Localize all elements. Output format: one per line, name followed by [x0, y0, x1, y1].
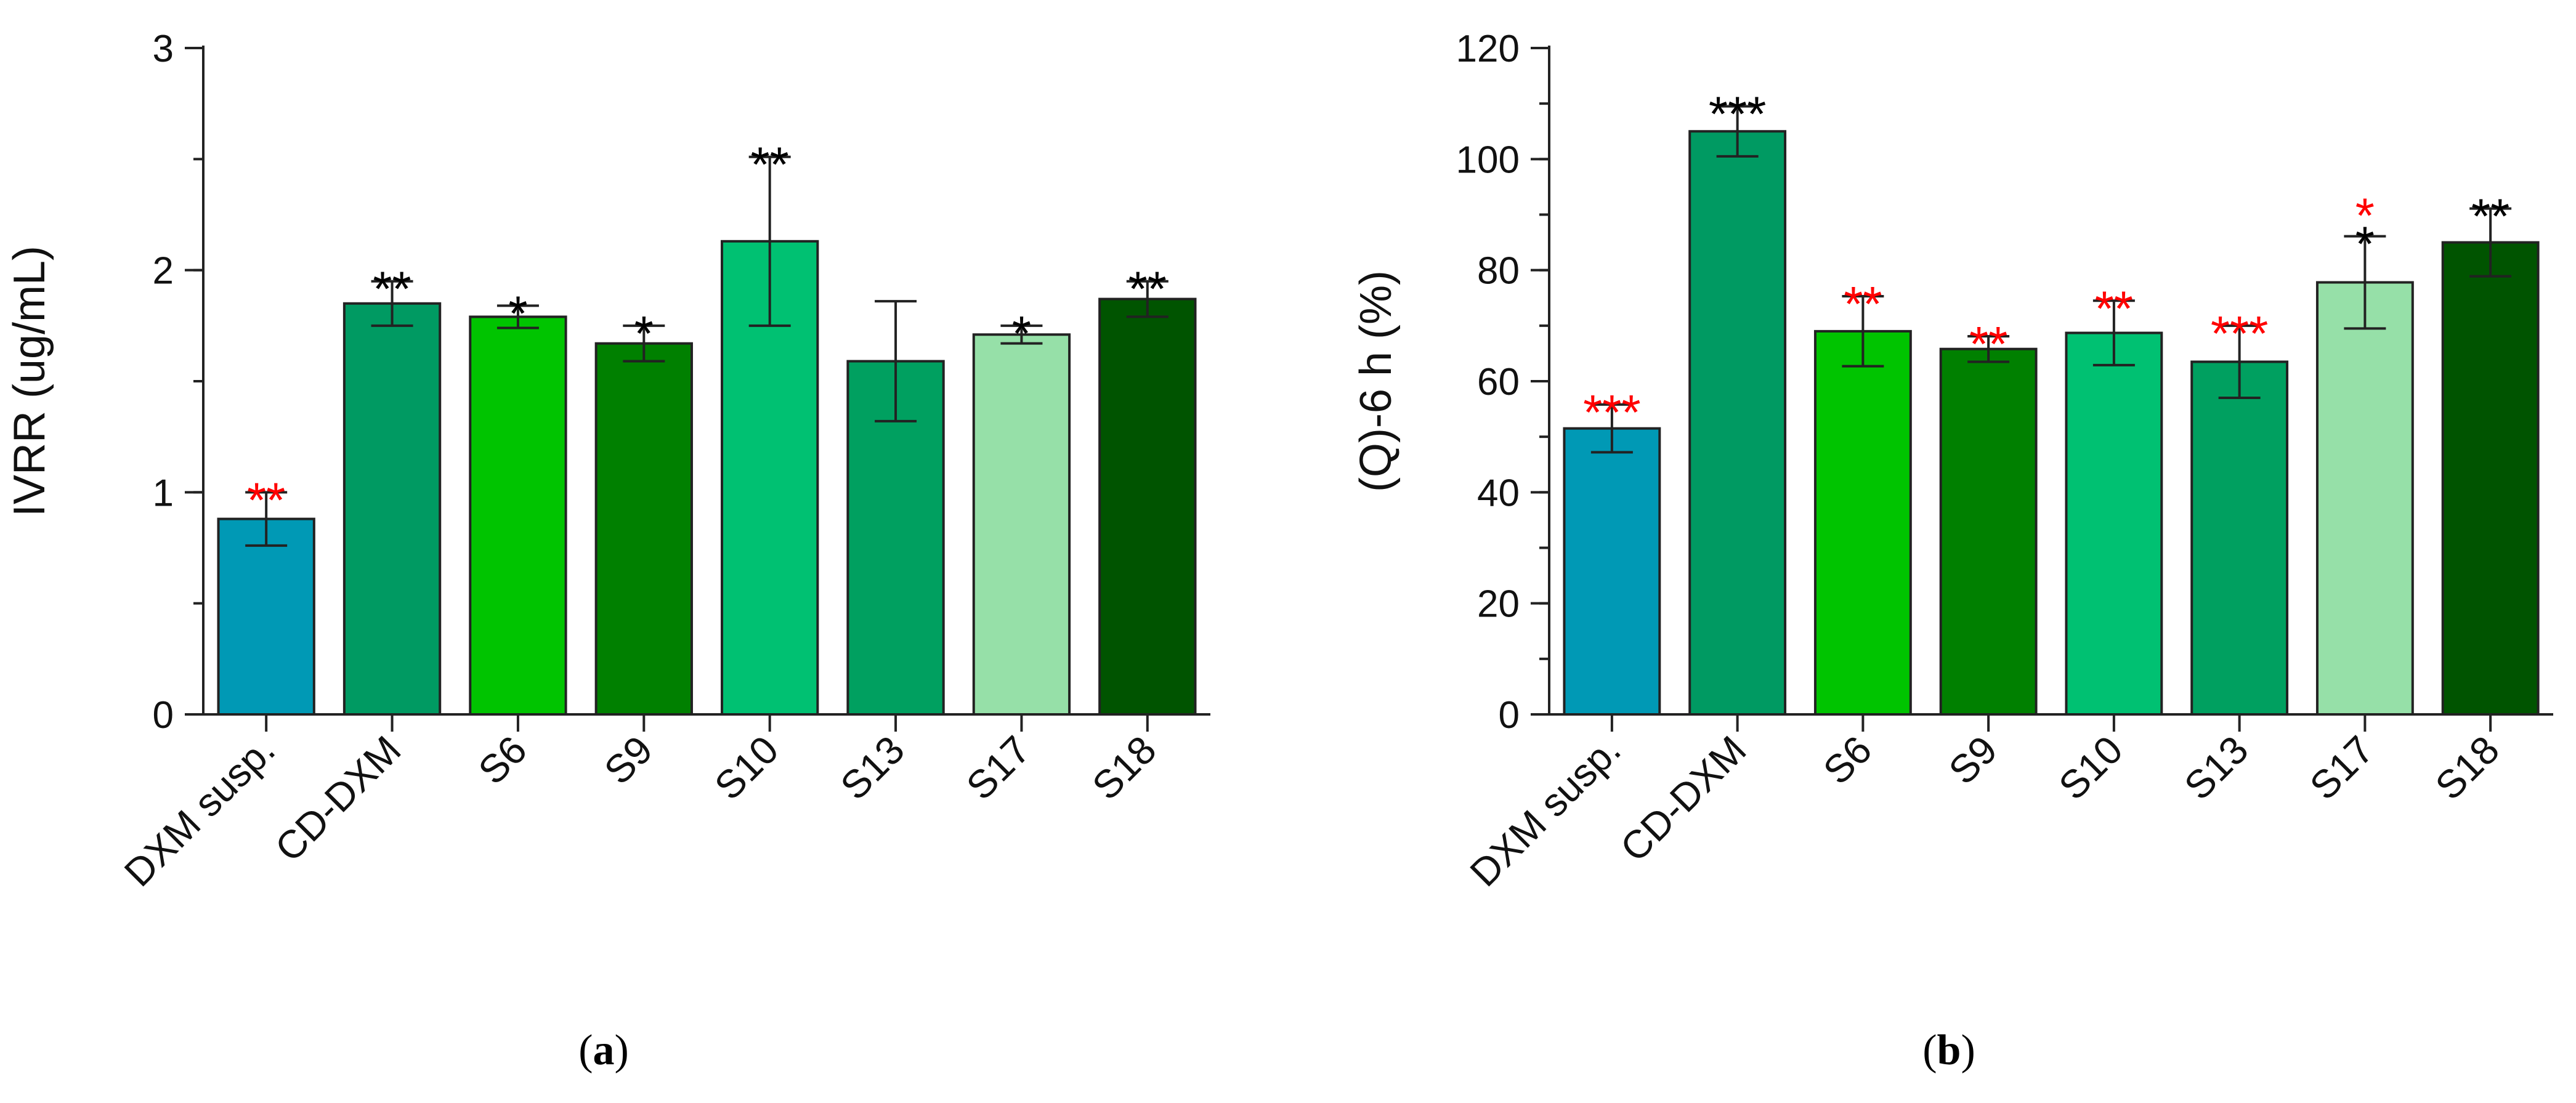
significance-marker-7: *: [2355, 188, 2375, 243]
x-tick-label: DXM susp.: [116, 727, 283, 895]
bar-8: [2441, 241, 2540, 716]
bar-3: [1813, 329, 1912, 716]
significance-marker-2: **: [373, 262, 411, 317]
y-tick-label: 100: [1456, 139, 1520, 181]
y-tick-label: 3: [153, 28, 174, 70]
x-tick-label: S13: [2176, 727, 2256, 808]
x-tick-label: S6: [470, 727, 535, 793]
significance-marker-1: ***: [1583, 385, 1640, 440]
y-tick-label: 20: [1477, 583, 1520, 626]
significance-marker-1: **: [247, 472, 285, 527]
x-tick-label: S6: [1815, 727, 1880, 793]
y-axis-label: (Q)-6 h (%): [1351, 270, 1401, 492]
significance-marker-3: *: [508, 286, 527, 341]
x-tick-label: DXM susp.: [1462, 727, 1629, 895]
x-tick-label: S9: [1940, 727, 2006, 793]
significance-marker-5: **: [751, 137, 789, 192]
bar-2: [1688, 130, 1787, 716]
y-tick-label: 80: [1477, 250, 1520, 293]
significance-marker-7: *: [1012, 306, 1031, 361]
bar-3: [469, 315, 567, 716]
y-tick-label: 0: [1499, 694, 1520, 737]
x-tick-label: S18: [2427, 727, 2508, 808]
bar-8: [1098, 297, 1197, 716]
x-tick-label: S9: [596, 727, 661, 793]
x-tick-label: S17: [958, 727, 1039, 808]
bar-6: [2190, 360, 2289, 716]
significance-marker-8: **: [1128, 262, 1167, 317]
y-axis-label: IVRR (ug/mL): [5, 246, 54, 517]
significance-marker-4: **: [1969, 317, 2007, 371]
y-tick-label: 2: [153, 250, 174, 293]
bar-2: [342, 302, 442, 716]
x-tick-label: S10: [706, 727, 787, 808]
bar-1: [1563, 427, 1661, 716]
bar-7: [2315, 281, 2414, 716]
y-tick-label: 40: [1477, 472, 1520, 514]
bar-4: [594, 342, 693, 716]
significance-marker-4: *: [634, 306, 654, 361]
y-tick-label: 0: [153, 694, 174, 737]
x-tick-label: CD-DXM: [267, 727, 410, 870]
y-tick-label: 60: [1477, 361, 1520, 403]
x-tick-label: S10: [2050, 727, 2131, 808]
y-tick-label: 1: [153, 472, 174, 514]
significance-marker-7: *: [2355, 217, 2375, 272]
x-tick-label: S17: [2301, 727, 2382, 808]
y-tick-label: 120: [1456, 28, 1520, 70]
bar-1: [217, 517, 315, 716]
significance-marker-8: **: [2471, 189, 2509, 244]
significance-marker-5: **: [2095, 281, 2133, 336]
bar-5: [2065, 331, 2163, 716]
bar-7: [972, 333, 1071, 716]
x-tick-label: S18: [1083, 727, 1164, 808]
significance-marker-2: ***: [1709, 87, 1766, 142]
caption-a: (a): [578, 1027, 629, 1074]
significance-marker-6: ***: [2211, 306, 2268, 361]
significance-marker-3: **: [1844, 277, 1882, 331]
caption-b: (b): [1922, 1027, 1975, 1074]
x-tick-label: S13: [832, 727, 913, 808]
bar-4: [1939, 347, 2038, 716]
x-tick-label: CD-DXM: [1612, 727, 1755, 870]
